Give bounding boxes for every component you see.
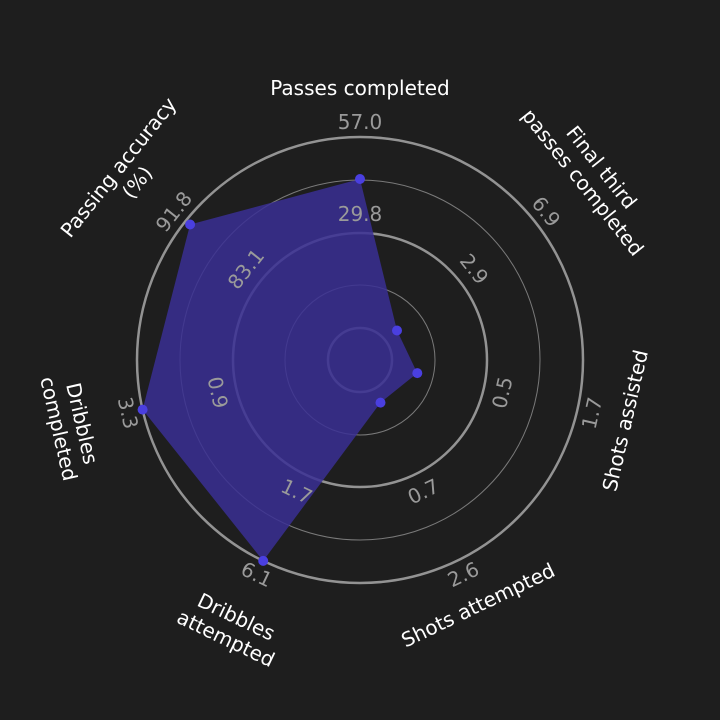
radar-ring-outer-tick [135,135,585,585]
radar-point-7 [185,219,196,230]
axis-label-1-line-1: Passes completed [270,76,449,100]
inner-tick-label-1: 29.8 [338,202,383,226]
inner-tick-label-4: 0.7 [404,474,443,509]
radar-polygon-layer [137,174,423,566]
inner-tick-label-3: 0.5 [487,374,517,410]
axis-label-6: Dribblescompleted [35,369,105,483]
radar-point-2 [392,325,402,336]
outer-tick-label-6: 3.3 [113,395,143,431]
axis-label-2: Final thirdpasses completed [517,89,667,260]
radar-point-1 [355,174,365,184]
radar-point-3 [412,368,423,379]
radar-value-polygon [142,179,418,561]
axis-label-3: Shots assisted [597,348,652,494]
axis-label-3-line-1: Shots assisted [597,348,652,494]
outer-tick-label-3: 1.7 [577,395,607,431]
axis-label-1: Passes completed [270,76,449,100]
axis-label-5: Dribblesattempted [173,583,289,672]
outer-tick-label-4: 2.6 [444,557,483,592]
radar-point-6 [137,404,148,415]
radar-point-4 [375,397,386,408]
radar-point-5 [258,555,269,566]
outer-tick-label-5: 6.1 [237,557,276,592]
outer-tick-label-1: 57.0 [338,110,383,134]
outer-tick-label-2: 6.9 [527,192,566,232]
